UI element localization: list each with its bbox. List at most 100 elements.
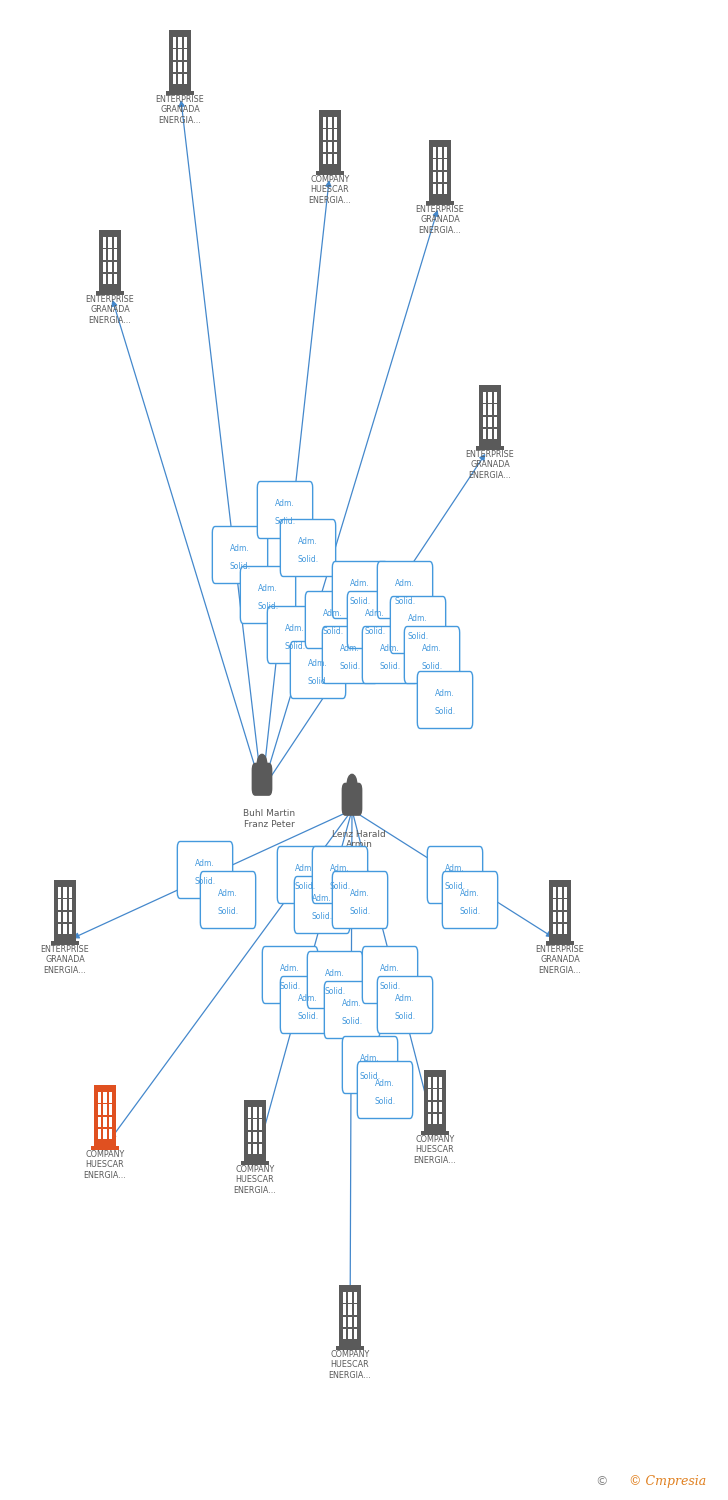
FancyBboxPatch shape	[253, 1144, 257, 1154]
FancyBboxPatch shape	[433, 1089, 437, 1100]
FancyBboxPatch shape	[348, 1329, 352, 1340]
FancyBboxPatch shape	[294, 876, 349, 933]
FancyBboxPatch shape	[167, 92, 194, 96]
FancyBboxPatch shape	[479, 386, 501, 446]
FancyBboxPatch shape	[563, 924, 567, 934]
Text: ENTERPRISE
GRANADA
ENERGIA...: ENTERPRISE GRANADA ENERGIA...	[466, 450, 515, 480]
Text: Adm.: Adm.	[460, 890, 480, 898]
FancyBboxPatch shape	[323, 627, 378, 684]
FancyBboxPatch shape	[178, 62, 182, 72]
FancyBboxPatch shape	[244, 1101, 266, 1161]
FancyBboxPatch shape	[103, 1116, 107, 1126]
Text: Buhl Martin
Franz Peter: Buhl Martin Franz Peter	[243, 810, 296, 830]
Text: Solid.: Solid.	[294, 882, 315, 891]
FancyBboxPatch shape	[354, 1329, 357, 1340]
FancyBboxPatch shape	[343, 1317, 347, 1328]
FancyBboxPatch shape	[317, 171, 344, 176]
FancyBboxPatch shape	[558, 888, 562, 897]
FancyBboxPatch shape	[173, 50, 176, 60]
FancyBboxPatch shape	[103, 237, 106, 248]
FancyBboxPatch shape	[438, 147, 442, 158]
FancyBboxPatch shape	[103, 274, 106, 284]
FancyBboxPatch shape	[438, 159, 442, 170]
FancyBboxPatch shape	[428, 1114, 431, 1124]
FancyBboxPatch shape	[429, 141, 451, 201]
FancyBboxPatch shape	[248, 1107, 251, 1118]
FancyBboxPatch shape	[108, 1092, 112, 1102]
FancyBboxPatch shape	[333, 141, 337, 152]
FancyBboxPatch shape	[307, 951, 363, 1008]
FancyBboxPatch shape	[103, 1104, 107, 1114]
FancyBboxPatch shape	[558, 912, 562, 922]
FancyBboxPatch shape	[258, 1107, 262, 1118]
FancyBboxPatch shape	[99, 231, 121, 291]
FancyBboxPatch shape	[253, 1107, 257, 1118]
FancyBboxPatch shape	[253, 1131, 257, 1142]
Text: Solid.: Solid.	[325, 987, 346, 996]
FancyBboxPatch shape	[96, 291, 124, 296]
FancyBboxPatch shape	[439, 1089, 442, 1100]
FancyBboxPatch shape	[553, 888, 556, 897]
FancyBboxPatch shape	[354, 1293, 357, 1302]
FancyBboxPatch shape	[488, 393, 491, 402]
FancyBboxPatch shape	[178, 38, 182, 48]
FancyBboxPatch shape	[433, 1114, 437, 1124]
FancyBboxPatch shape	[483, 429, 486, 439]
Text: Solid.: Solid.	[435, 706, 456, 716]
FancyBboxPatch shape	[319, 111, 341, 171]
Text: Adm.: Adm.	[350, 579, 370, 588]
FancyBboxPatch shape	[108, 249, 111, 259]
Text: Solid.: Solid.	[444, 882, 466, 891]
Text: Solid.: Solid.	[379, 982, 400, 992]
FancyBboxPatch shape	[183, 38, 187, 48]
Text: Adm.: Adm.	[258, 584, 278, 592]
FancyBboxPatch shape	[323, 141, 326, 152]
FancyBboxPatch shape	[305, 591, 360, 648]
Text: Solid.: Solid.	[307, 676, 328, 686]
FancyBboxPatch shape	[439, 1077, 442, 1088]
Text: Adm.: Adm.	[375, 1078, 395, 1088]
Text: Solid.: Solid.	[374, 1096, 395, 1106]
FancyBboxPatch shape	[328, 154, 332, 164]
Text: Adm.: Adm.	[435, 688, 455, 698]
FancyBboxPatch shape	[342, 1036, 397, 1094]
Circle shape	[257, 754, 266, 774]
Text: ENTERPRISE
GRANADA
ENERGIA...: ENTERPRISE GRANADA ENERGIA...	[41, 945, 90, 975]
Text: ENTERPRISE
GRANADA
ENERGIA...: ENTERPRISE GRANADA ENERGIA...	[156, 94, 205, 124]
FancyBboxPatch shape	[98, 1092, 101, 1102]
FancyBboxPatch shape	[258, 1131, 262, 1142]
FancyBboxPatch shape	[63, 900, 67, 910]
Text: Adm.: Adm.	[350, 890, 370, 898]
FancyBboxPatch shape	[63, 924, 67, 934]
Text: Solid.: Solid.	[280, 982, 301, 992]
FancyBboxPatch shape	[404, 627, 459, 684]
FancyBboxPatch shape	[68, 900, 72, 910]
FancyBboxPatch shape	[494, 393, 497, 402]
FancyBboxPatch shape	[553, 924, 556, 934]
FancyBboxPatch shape	[108, 274, 111, 284]
Text: Adm.: Adm.	[230, 544, 250, 554]
Text: COMPANY
HUESCAR
ENERGIA...: COMPANY HUESCAR ENERGIA...	[234, 1166, 277, 1194]
FancyBboxPatch shape	[348, 1317, 352, 1328]
FancyBboxPatch shape	[58, 888, 61, 897]
FancyBboxPatch shape	[280, 976, 336, 1034]
Text: Adm.: Adm.	[395, 579, 415, 588]
FancyBboxPatch shape	[422, 1131, 448, 1136]
FancyBboxPatch shape	[94, 1086, 116, 1146]
Text: © Cmpresia: © Cmpresia	[629, 1474, 706, 1488]
FancyBboxPatch shape	[348, 1293, 352, 1302]
FancyBboxPatch shape	[52, 940, 79, 945]
FancyBboxPatch shape	[248, 1144, 251, 1154]
FancyBboxPatch shape	[428, 1101, 431, 1112]
FancyBboxPatch shape	[377, 976, 432, 1034]
Text: Solid.: Solid.	[339, 662, 360, 670]
FancyBboxPatch shape	[357, 1062, 413, 1119]
FancyBboxPatch shape	[483, 405, 486, 416]
Text: Adm.: Adm.	[298, 994, 318, 1004]
FancyBboxPatch shape	[178, 50, 182, 60]
FancyBboxPatch shape	[563, 888, 567, 897]
FancyBboxPatch shape	[443, 184, 447, 194]
FancyBboxPatch shape	[108, 261, 111, 272]
FancyBboxPatch shape	[563, 912, 567, 922]
FancyBboxPatch shape	[347, 591, 403, 648]
